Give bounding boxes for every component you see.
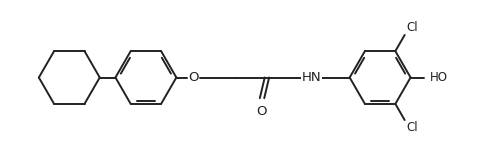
Text: HN: HN [302, 71, 321, 84]
Text: Cl: Cl [406, 20, 418, 33]
Text: O: O [188, 71, 199, 84]
Text: O: O [256, 104, 267, 117]
Text: HO: HO [430, 71, 448, 84]
Text: Cl: Cl [406, 122, 418, 135]
